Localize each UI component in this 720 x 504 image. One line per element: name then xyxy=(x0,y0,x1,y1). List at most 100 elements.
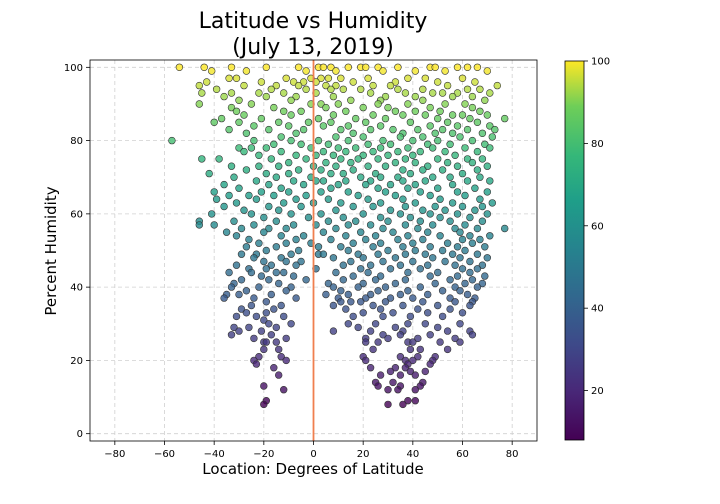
data-point xyxy=(478,261,487,269)
data-point xyxy=(317,210,325,218)
x-tick-label: −20 xyxy=(253,449,274,460)
data-point xyxy=(416,188,424,196)
data-point xyxy=(349,239,357,247)
data-point xyxy=(275,371,283,379)
data-point xyxy=(366,261,375,269)
data-point xyxy=(175,63,184,72)
data-point xyxy=(332,206,340,214)
data-point xyxy=(451,298,459,306)
data-point xyxy=(493,81,501,90)
x-tick-label: 40 xyxy=(406,449,419,460)
data-point xyxy=(461,221,469,229)
data-point xyxy=(456,133,464,141)
data-point xyxy=(416,265,424,273)
data-point xyxy=(319,147,328,156)
data-point xyxy=(212,85,221,94)
data-point xyxy=(262,92,270,101)
data-point xyxy=(431,63,439,72)
data-point xyxy=(275,206,283,214)
data-point xyxy=(461,100,469,108)
data-point xyxy=(409,239,417,247)
data-point xyxy=(421,367,429,376)
data-point xyxy=(376,122,385,130)
data-point xyxy=(416,217,424,225)
data-point xyxy=(347,298,355,306)
data-point xyxy=(357,265,365,273)
data-point xyxy=(255,89,263,97)
data-point xyxy=(471,78,479,86)
data-point xyxy=(227,331,236,339)
data-point xyxy=(260,345,268,354)
data-point xyxy=(394,147,402,156)
data-point xyxy=(374,63,382,72)
data-point xyxy=(252,195,261,203)
data-point xyxy=(409,136,417,145)
data-point xyxy=(434,155,442,163)
data-point xyxy=(381,114,390,123)
data-point xyxy=(232,312,241,321)
data-point xyxy=(468,136,477,145)
data-point xyxy=(473,63,482,72)
x-tick-label: −40 xyxy=(204,449,225,460)
data-point xyxy=(257,78,266,86)
data-point xyxy=(448,129,457,138)
data-point xyxy=(270,103,278,112)
data-point xyxy=(332,268,340,277)
data-point xyxy=(282,224,290,233)
data-point xyxy=(287,283,295,291)
data-point xyxy=(451,334,459,343)
data-point xyxy=(409,356,417,365)
data-point xyxy=(294,63,303,72)
data-point xyxy=(379,312,387,321)
data-point xyxy=(394,386,402,394)
data-point xyxy=(399,301,407,310)
data-point xyxy=(466,268,474,277)
data-point xyxy=(349,312,357,321)
data-point xyxy=(441,100,449,108)
data-point xyxy=(419,96,427,105)
data-point xyxy=(329,151,338,160)
data-point xyxy=(319,63,328,72)
data-point xyxy=(265,224,273,233)
data-point xyxy=(327,235,335,244)
data-point xyxy=(198,155,206,163)
data-point xyxy=(240,81,248,90)
x-axis-label: Location: Degrees of Latitude xyxy=(202,460,423,478)
data-point xyxy=(270,140,278,149)
data-point xyxy=(443,118,452,127)
data-point xyxy=(404,287,412,295)
data-point xyxy=(280,107,288,116)
data-point xyxy=(275,118,283,127)
data-point xyxy=(366,364,375,372)
colorbar: 20 40 60 80 100 xyxy=(564,57,610,441)
data-point xyxy=(220,294,228,302)
data-point xyxy=(421,250,429,258)
x-tick-label: 80 xyxy=(506,449,519,460)
y-tick-label: 80 xyxy=(70,136,83,147)
data-point xyxy=(409,294,417,302)
data-point xyxy=(232,199,241,207)
data-point xyxy=(277,147,285,156)
data-point xyxy=(421,74,429,83)
data-point xyxy=(289,177,298,185)
data-point xyxy=(337,74,345,83)
y-tick-label: 0 xyxy=(77,429,83,440)
data-point xyxy=(362,338,370,346)
data-point xyxy=(349,78,357,86)
data-point xyxy=(292,261,300,269)
data-point xyxy=(198,89,206,97)
data-point xyxy=(473,147,482,156)
data-point xyxy=(364,268,372,277)
data-point xyxy=(448,250,457,258)
data-point xyxy=(349,129,357,138)
data-point xyxy=(250,334,258,343)
data-point xyxy=(334,180,342,189)
data-point xyxy=(416,283,424,291)
data-point xyxy=(406,312,415,321)
data-point xyxy=(371,169,380,178)
data-point xyxy=(280,312,288,321)
data-point xyxy=(270,305,278,313)
data-point xyxy=(409,338,417,346)
data-point xyxy=(324,279,333,288)
x-tick-label: 20 xyxy=(357,449,370,460)
